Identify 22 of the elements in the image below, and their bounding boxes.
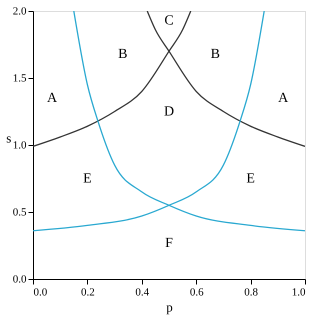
annotation: A: [278, 91, 290, 106]
annotation: F: [165, 236, 174, 251]
y-tick-label: 0.5: [12, 206, 27, 218]
y-tick-label: 0.0: [12, 274, 27, 286]
x-tick-label: 0.0: [34, 286, 48, 298]
x-tick-label: 0.4: [135, 286, 150, 298]
x-tick-label: 1.0: [292, 286, 306, 298]
x-axis-title: p: [166, 300, 173, 314]
y-tick-label: 1.0: [12, 140, 27, 152]
annotation: E: [246, 172, 255, 186]
x-tick-label: 0.8: [244, 286, 258, 298]
annotation: D: [164, 104, 174, 120]
y-tick-label: 2.0: [12, 6, 27, 18]
x-tick-label: 0.6: [190, 286, 204, 298]
annotation: C: [164, 13, 174, 28]
x-tick-label: 0.2: [81, 286, 95, 298]
annotation: B: [118, 46, 128, 62]
annotation: B: [210, 46, 220, 62]
annotation: A: [46, 91, 58, 106]
y-axis-title: s: [6, 130, 12, 146]
y-tick-label: 1.5: [12, 72, 27, 84]
annotation: E: [83, 172, 92, 186]
